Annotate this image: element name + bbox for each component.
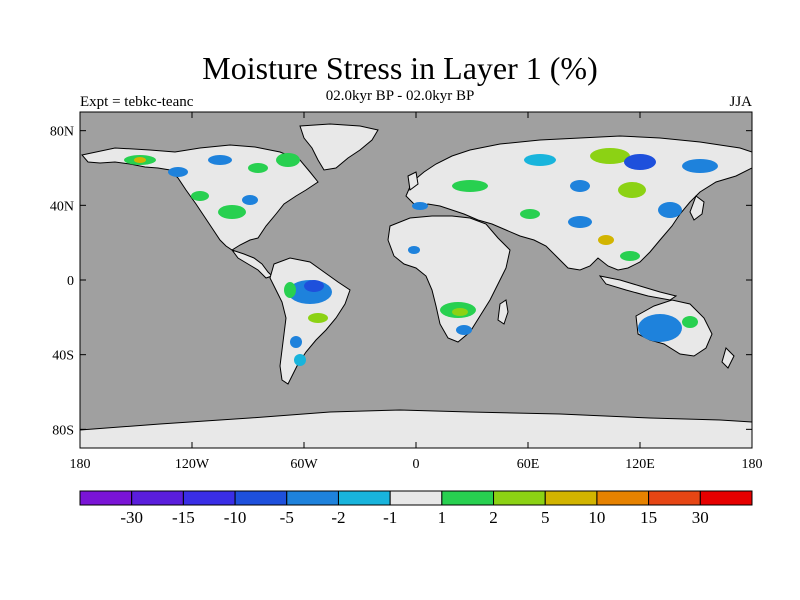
patch-esiberia-blue xyxy=(682,159,718,173)
patch-safrica-yellowgreen xyxy=(452,308,468,316)
patch-india-yellow xyxy=(598,235,614,245)
patch-russia-cyan xyxy=(524,154,556,166)
patch-argentina-blue xyxy=(290,336,302,348)
colorbar: -30 -15 -10 -5 -2 -1 1 2 5 10 15 30 xyxy=(79,490,753,527)
axes: 80N 40N 0 40S 80S 180 120W 60W 0 60E 120E 180 xyxy=(50,112,763,472)
colorbar-label: 5 xyxy=(541,508,550,527)
colorbar-label: -1 xyxy=(383,508,397,527)
indonesia xyxy=(598,275,678,301)
patch-hudson-green xyxy=(248,163,268,173)
colorbar-swatch xyxy=(596,490,650,506)
patch-andes-green xyxy=(284,282,296,298)
antarctica xyxy=(80,409,752,448)
patch-casia-blue xyxy=(570,180,590,192)
uk xyxy=(407,171,419,191)
patch-iberia-blue xyxy=(412,202,428,210)
patch-siberia-yellowgreen xyxy=(590,148,630,164)
colorbar-swatch xyxy=(182,490,236,506)
lon-tick-label: 180 xyxy=(70,457,91,472)
patch-mongolia-yellowgreen xyxy=(618,182,646,198)
colorbar-swatch xyxy=(234,490,288,506)
colorbar-swatch xyxy=(286,490,339,506)
anomaly-patches xyxy=(124,148,718,366)
map-title: Moisture Stress in Layer 1 (%) xyxy=(202,50,598,86)
patch-wus-green xyxy=(191,191,209,201)
patch-australia-blue xyxy=(638,314,682,342)
lat-tick-label: 0 xyxy=(67,274,74,289)
patch-ncanada-blue xyxy=(208,155,232,165)
patch-mideast-green xyxy=(520,209,540,219)
patch-quebec-green xyxy=(276,153,300,167)
colorbar-label: -30 xyxy=(120,508,143,527)
colorbar-swatch xyxy=(79,490,133,506)
lon-tick-label: 60W xyxy=(290,457,318,472)
lon-tick-label: 180 xyxy=(742,457,763,472)
patch-wafrica-blue xyxy=(408,246,420,254)
map-subtitle: 02.0kyr BP - 02.0kyr BP xyxy=(325,88,475,104)
colorbar-swatch xyxy=(699,490,753,506)
colorbar-label: -2 xyxy=(331,508,345,527)
colorbar-label: 10 xyxy=(588,508,605,527)
patch-seasia-green xyxy=(620,251,640,261)
patch-eaustralia-green xyxy=(682,316,698,328)
colorbar-swatch xyxy=(389,490,443,506)
colorbar-swatch xyxy=(544,490,598,506)
patch-southtip-blue xyxy=(456,325,472,335)
colorbar-label: 1 xyxy=(438,508,447,527)
colorbar-label: -15 xyxy=(172,508,195,527)
patch-eus-blue xyxy=(242,195,258,205)
colorbar-swatch xyxy=(441,490,495,506)
lat-tick-label: 40N xyxy=(50,199,74,214)
colorbar-label: 2 xyxy=(489,508,498,527)
eurasia xyxy=(405,135,752,271)
greenland xyxy=(299,123,379,171)
japan xyxy=(689,195,705,221)
lon-tick-label: 120W xyxy=(175,457,210,472)
lat-tick-label: 80S xyxy=(52,423,74,438)
colorbar-swatch xyxy=(648,490,701,506)
patch-tibet-blue xyxy=(568,216,592,228)
map-layer xyxy=(80,123,752,448)
patch-patagonia-cyan xyxy=(294,354,306,366)
colorbar-swatch xyxy=(493,490,546,506)
patch-europe-green xyxy=(452,180,488,192)
patch-amazon-darkblue xyxy=(304,280,324,292)
patch-china-blue xyxy=(658,202,682,218)
lat-tick-label: 80N xyxy=(50,125,74,140)
lon-tick-label: 0 xyxy=(413,457,420,472)
new-zealand xyxy=(721,347,735,369)
colorbar-label: 30 xyxy=(692,508,709,527)
colorbar-label: -10 xyxy=(224,508,247,527)
patch-brazil-yellowgreen xyxy=(308,313,328,323)
lon-tick-label: 120E xyxy=(625,457,655,472)
patch-alaska-yellow xyxy=(134,157,146,163)
lat-tick-label: 40S xyxy=(52,349,74,364)
season-label: JJA xyxy=(729,94,752,110)
patch-nw-blue xyxy=(168,167,188,177)
colorbar-swatch xyxy=(131,490,184,506)
madagascar xyxy=(497,299,509,325)
colorbar-label: -5 xyxy=(280,508,294,527)
patch-cus-green xyxy=(218,205,246,219)
patch-siberia-darkblue xyxy=(624,154,656,170)
experiment-label: Expt = tebkc-teanc xyxy=(80,94,194,110)
colorbar-label: 15 xyxy=(640,508,657,527)
colorbar-swatch xyxy=(337,490,391,506)
lon-tick-label: 60E xyxy=(517,457,540,472)
